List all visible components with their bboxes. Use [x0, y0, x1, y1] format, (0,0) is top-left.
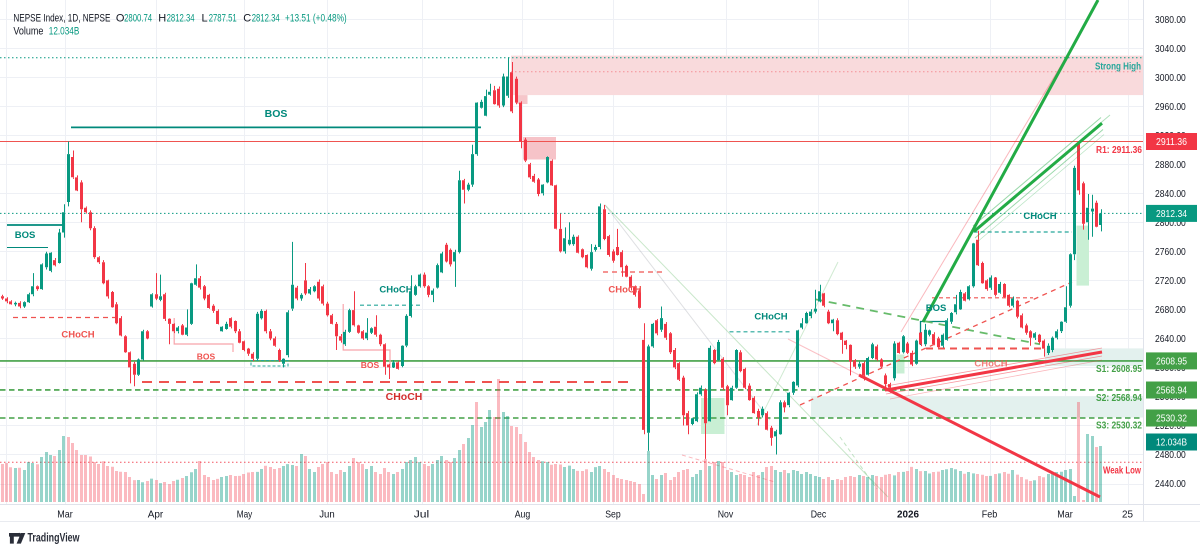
svg-text:BOS: BOS — [361, 360, 380, 370]
svg-text:CHoCH: CHoCH — [754, 312, 787, 323]
svg-text:2911.36: 2911.36 — [1156, 136, 1187, 148]
svg-text:Apr: Apr — [148, 509, 164, 521]
svg-text:CHoCH: CHoCH — [974, 359, 1007, 370]
svg-text:Volume: Volume — [13, 26, 43, 38]
svg-text:Jul: Jul — [414, 509, 430, 521]
svg-text:R1: 2911.36: R1: 2911.36 — [1096, 145, 1142, 156]
svg-text:Aug: Aug — [515, 509, 531, 521]
svg-text:2880.00: 2880.00 — [1155, 159, 1186, 171]
svg-text:CHoCH: CHoCH — [386, 391, 423, 403]
svg-text:12.034B: 12.034B — [49, 26, 80, 38]
svg-text:2800.74: 2800.74 — [124, 13, 152, 25]
svg-text:TradingView: TradingView — [28, 533, 80, 545]
svg-text:BOS: BOS — [15, 230, 36, 241]
svg-text:+13.51 (+0.48%): +13.51 (+0.48%) — [285, 13, 347, 25]
svg-text:2568.94: 2568.94 — [1156, 385, 1187, 397]
svg-text:C: C — [243, 13, 251, 25]
svg-text:CHoCH: CHoCH — [1023, 211, 1056, 222]
svg-text:Dec: Dec — [811, 509, 827, 521]
svg-text:CHoCH: CHoCH — [61, 330, 94, 341]
svg-text:2812.34: 2812.34 — [1156, 208, 1187, 220]
svg-text:2026: 2026 — [897, 509, 919, 521]
svg-text:Mar: Mar — [1057, 509, 1073, 521]
svg-text:Strong High: Strong High — [1095, 62, 1141, 73]
svg-text:Feb: Feb — [982, 509, 998, 521]
svg-text:12.034B: 12.034B — [1156, 437, 1187, 449]
svg-text:2440.00: 2440.00 — [1155, 478, 1186, 490]
svg-text:2960.00: 2960.00 — [1155, 101, 1186, 113]
svg-text:L: L — [202, 13, 208, 25]
svg-text:2608.95: 2608.95 — [1156, 356, 1187, 368]
svg-text:Mar: Mar — [57, 509, 73, 521]
svg-text:S3: 2530.32: S3: 2530.32 — [1096, 421, 1142, 432]
svg-text:2640.00: 2640.00 — [1155, 333, 1186, 345]
svg-text:2812.34: 2812.34 — [252, 13, 280, 25]
svg-text:2680.00: 2680.00 — [1155, 304, 1186, 316]
svg-text:O: O — [116, 13, 125, 25]
svg-text:BOS: BOS — [926, 303, 947, 314]
svg-text:2480.00: 2480.00 — [1155, 449, 1186, 461]
svg-text:CHoCH: CHoCH — [379, 285, 412, 296]
svg-text:H: H — [158, 13, 166, 25]
svg-text:2840.00: 2840.00 — [1155, 188, 1186, 200]
svg-text:2530.32: 2530.32 — [1156, 413, 1187, 425]
svg-text:BOS: BOS — [197, 352, 216, 362]
svg-text:Weak Low: Weak Low — [1103, 466, 1141, 477]
svg-text:2760.00: 2760.00 — [1155, 246, 1186, 258]
svg-text:3000.00: 3000.00 — [1155, 72, 1186, 84]
svg-text:2720.00: 2720.00 — [1155, 275, 1186, 287]
svg-text:2812.34: 2812.34 — [167, 13, 195, 25]
svg-text:BOS: BOS — [265, 108, 288, 120]
svg-text:CHoCH: CHoCH — [608, 285, 641, 296]
svg-text:25: 25 — [1122, 509, 1133, 521]
svg-text:3080.00: 3080.00 — [1155, 14, 1186, 26]
svg-text:S1: 2608.95: S1: 2608.95 — [1096, 364, 1142, 375]
svg-text:S2: 2568.94: S2: 2568.94 — [1096, 393, 1142, 404]
svg-text:NEPSE Index, 1D, NEPSE: NEPSE Index, 1D, NEPSE — [13, 13, 110, 25]
svg-text:Jun: Jun — [319, 509, 335, 521]
svg-text:May: May — [237, 509, 253, 521]
svg-text:Nov: Nov — [718, 509, 734, 521]
svg-text:3040.00: 3040.00 — [1155, 43, 1186, 55]
svg-text:Sep: Sep — [605, 509, 621, 521]
svg-text:2787.51: 2787.51 — [209, 13, 237, 25]
